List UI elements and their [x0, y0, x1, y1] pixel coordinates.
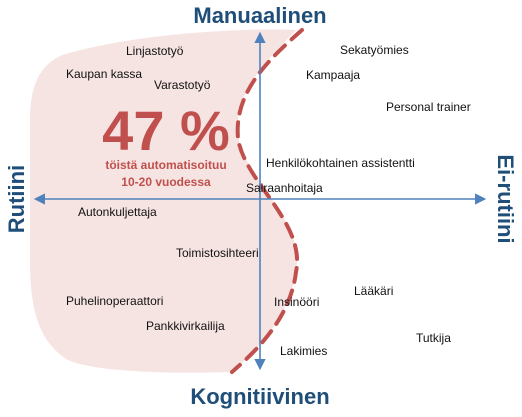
job-label: Pankkivirkailija [146, 319, 225, 333]
job-label: Autonkuljettaja [78, 205, 157, 219]
job-label: Toimistosihteeri [176, 246, 259, 260]
job-label: Linjastotyö [126, 44, 184, 58]
job-label: Lääkäri [354, 284, 393, 298]
axis-label-left: Rutiini [4, 165, 29, 233]
job-label: Insinööri [274, 295, 319, 309]
automation-caption-line2: 10-20 vuodessa [121, 175, 211, 189]
job-label: Kaupan kassa [66, 67, 142, 81]
job-label: Puhelinoperaattori [66, 294, 163, 308]
job-label: Sairaanhoitaja [246, 181, 323, 195]
axis-label-bottom: Kognitiivinen [190, 384, 329, 409]
job-label: Personal trainer [386, 100, 471, 114]
job-label: Sekatyömies [340, 43, 409, 57]
automation-caption-line1: töistä automatisoituu [105, 158, 226, 172]
job-label: Varastotyö [154, 78, 211, 92]
job-label: Lakimies [280, 344, 327, 358]
job-label: Tutkija [416, 331, 451, 345]
axis-label-top: Manuaalinen [193, 3, 326, 28]
automation-boundary-dashed [230, 28, 304, 374]
automation-percentage: 47 % [102, 99, 230, 162]
axis-label-right: Ei-rutiini [493, 154, 518, 243]
job-label: Kampaaja [306, 68, 360, 82]
job-label: Henkilökohtainen assistentti [266, 156, 415, 170]
